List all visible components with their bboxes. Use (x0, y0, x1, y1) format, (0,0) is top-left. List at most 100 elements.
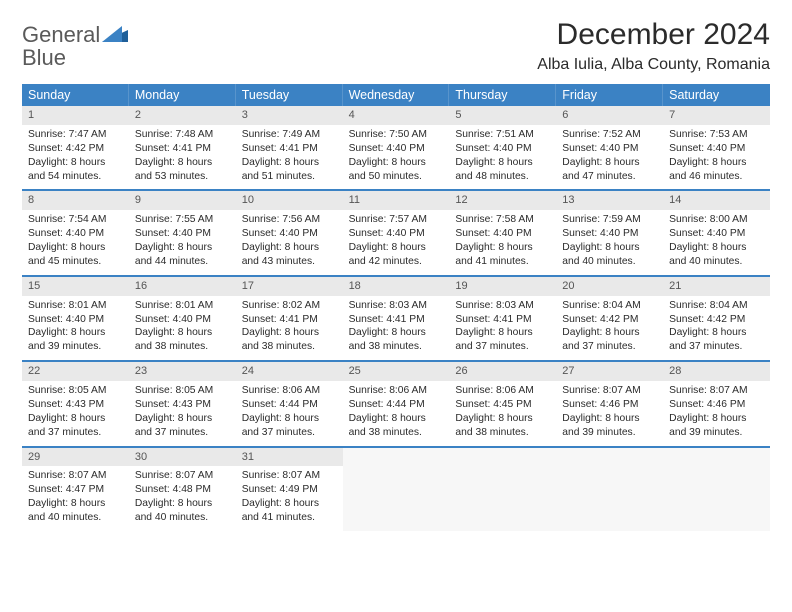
day-cell: 25Sunrise: 8:06 AMSunset: 4:44 PMDayligh… (343, 362, 450, 445)
day-cell: 27Sunrise: 8:07 AMSunset: 4:46 PMDayligh… (556, 362, 663, 445)
sunrise-line: Sunrise: 7:55 AM (135, 213, 230, 227)
daylight-line: Daylight: 8 hours and 40 minutes. (669, 241, 764, 269)
sunrise-line: Sunrise: 7:58 AM (455, 213, 550, 227)
week-row: 8Sunrise: 7:54 AMSunset: 4:40 PMDaylight… (22, 191, 770, 276)
dow-cell: Monday (129, 84, 236, 106)
day-cell: 4Sunrise: 7:50 AMSunset: 4:40 PMDaylight… (343, 106, 450, 189)
sunrise-line: Sunrise: 7:54 AM (28, 213, 123, 227)
day-cell: 21Sunrise: 8:04 AMSunset: 4:42 PMDayligh… (663, 277, 770, 360)
sunset-line: Sunset: 4:40 PM (28, 313, 123, 327)
sunset-line: Sunset: 4:43 PM (28, 398, 123, 412)
sunset-line: Sunset: 4:48 PM (135, 483, 230, 497)
day-number: 24 (236, 362, 343, 381)
sunset-line: Sunset: 4:40 PM (349, 227, 444, 241)
daylight-line: Daylight: 8 hours and 45 minutes. (28, 241, 123, 269)
sunrise-line: Sunrise: 8:06 AM (242, 384, 337, 398)
day-number: 28 (663, 362, 770, 381)
sunrise-line: Sunrise: 8:03 AM (455, 299, 550, 313)
sunset-line: Sunset: 4:47 PM (28, 483, 123, 497)
day-number: 8 (22, 191, 129, 210)
day-number: 17 (236, 277, 343, 296)
dow-cell: Sunday (22, 84, 129, 106)
sunset-line: Sunset: 4:40 PM (562, 227, 657, 241)
daylight-line: Daylight: 8 hours and 38 minutes. (349, 326, 444, 354)
sunrise-line: Sunrise: 8:01 AM (135, 299, 230, 313)
sunset-line: Sunset: 4:42 PM (669, 313, 764, 327)
day-number: 21 (663, 277, 770, 296)
day-cell: 14Sunrise: 8:00 AMSunset: 4:40 PMDayligh… (663, 191, 770, 274)
week-row: 29Sunrise: 8:07 AMSunset: 4:47 PMDayligh… (22, 448, 770, 531)
day-cell: 26Sunrise: 8:06 AMSunset: 4:45 PMDayligh… (449, 362, 556, 445)
daylight-line: Daylight: 8 hours and 39 minutes. (28, 326, 123, 354)
week-row: 22Sunrise: 8:05 AMSunset: 4:43 PMDayligh… (22, 362, 770, 447)
day-cell: 8Sunrise: 7:54 AMSunset: 4:40 PMDaylight… (22, 191, 129, 274)
day-number: 6 (556, 106, 663, 125)
sunrise-line: Sunrise: 8:04 AM (562, 299, 657, 313)
sunrise-line: Sunrise: 7:47 AM (28, 128, 123, 142)
day-number: 23 (129, 362, 236, 381)
title-block: December 2024 Alba Iulia, Alba County, R… (537, 18, 770, 74)
sunrise-line: Sunrise: 8:07 AM (135, 469, 230, 483)
daylight-line: Daylight: 8 hours and 37 minutes. (242, 412, 337, 440)
day-number: 5 (449, 106, 556, 125)
daylight-line: Daylight: 8 hours and 54 minutes. (28, 156, 123, 184)
day-number: 4 (343, 106, 450, 125)
day-cell: 5Sunrise: 7:51 AMSunset: 4:40 PMDaylight… (449, 106, 556, 189)
day-number: 18 (343, 277, 450, 296)
sunrise-line: Sunrise: 8:07 AM (562, 384, 657, 398)
sunrise-line: Sunrise: 8:06 AM (455, 384, 550, 398)
day-number: 11 (343, 191, 450, 210)
day-cell: 10Sunrise: 7:56 AMSunset: 4:40 PMDayligh… (236, 191, 343, 274)
day-number: 26 (449, 362, 556, 381)
daylight-line: Daylight: 8 hours and 37 minutes. (455, 326, 550, 354)
daylight-line: Daylight: 8 hours and 40 minutes. (28, 497, 123, 525)
day-number: 12 (449, 191, 556, 210)
day-number: 20 (556, 277, 663, 296)
sunset-line: Sunset: 4:44 PM (242, 398, 337, 412)
dow-cell: Tuesday (236, 84, 343, 106)
sunrise-line: Sunrise: 8:00 AM (669, 213, 764, 227)
sunset-line: Sunset: 4:46 PM (669, 398, 764, 412)
day-cell: 3Sunrise: 7:49 AMSunset: 4:41 PMDaylight… (236, 106, 343, 189)
daylight-line: Daylight: 8 hours and 38 minutes. (242, 326, 337, 354)
sunrise-line: Sunrise: 8:02 AM (242, 299, 337, 313)
sunset-line: Sunset: 4:40 PM (669, 227, 764, 241)
sunrise-line: Sunrise: 7:49 AM (242, 128, 337, 142)
sunset-line: Sunset: 4:40 PM (455, 142, 550, 156)
day-cell (556, 448, 663, 531)
sunset-line: Sunset: 4:40 PM (562, 142, 657, 156)
daylight-line: Daylight: 8 hours and 37 minutes. (669, 326, 764, 354)
day-cell: 11Sunrise: 7:57 AMSunset: 4:40 PMDayligh… (343, 191, 450, 274)
day-number: 27 (556, 362, 663, 381)
day-cell: 18Sunrise: 8:03 AMSunset: 4:41 PMDayligh… (343, 277, 450, 360)
day-cell: 16Sunrise: 8:01 AMSunset: 4:40 PMDayligh… (129, 277, 236, 360)
sunset-line: Sunset: 4:40 PM (669, 142, 764, 156)
daylight-line: Daylight: 8 hours and 38 minutes. (349, 412, 444, 440)
daylight-line: Daylight: 8 hours and 37 minutes. (28, 412, 123, 440)
sunrise-line: Sunrise: 7:56 AM (242, 213, 337, 227)
page-header: General Blue December 2024 Alba Iulia, A… (22, 18, 770, 74)
daylight-line: Daylight: 8 hours and 48 minutes. (455, 156, 550, 184)
day-cell: 6Sunrise: 7:52 AMSunset: 4:40 PMDaylight… (556, 106, 663, 189)
sunrise-line: Sunrise: 8:07 AM (242, 469, 337, 483)
daylight-line: Daylight: 8 hours and 40 minutes. (135, 497, 230, 525)
daylight-line: Daylight: 8 hours and 41 minutes. (455, 241, 550, 269)
sunrise-line: Sunrise: 8:06 AM (349, 384, 444, 398)
day-number: 16 (129, 277, 236, 296)
sunset-line: Sunset: 4:43 PM (135, 398, 230, 412)
logo-triangle-icon (102, 26, 128, 47)
day-number: 9 (129, 191, 236, 210)
sunset-line: Sunset: 4:41 PM (455, 313, 550, 327)
sunrise-line: Sunrise: 7:50 AM (349, 128, 444, 142)
calendar-grid: SundayMondayTuesdayWednesdayThursdayFrid… (22, 84, 770, 531)
day-cell: 17Sunrise: 8:02 AMSunset: 4:41 PMDayligh… (236, 277, 343, 360)
daylight-line: Daylight: 8 hours and 43 minutes. (242, 241, 337, 269)
daylight-line: Daylight: 8 hours and 47 minutes. (562, 156, 657, 184)
day-number: 25 (343, 362, 450, 381)
daylight-line: Daylight: 8 hours and 51 minutes. (242, 156, 337, 184)
day-cell: 13Sunrise: 7:59 AMSunset: 4:40 PMDayligh… (556, 191, 663, 274)
daylight-line: Daylight: 8 hours and 44 minutes. (135, 241, 230, 269)
daylight-line: Daylight: 8 hours and 39 minutes. (669, 412, 764, 440)
daylight-line: Daylight: 8 hours and 50 minutes. (349, 156, 444, 184)
daylight-line: Daylight: 8 hours and 37 minutes. (135, 412, 230, 440)
